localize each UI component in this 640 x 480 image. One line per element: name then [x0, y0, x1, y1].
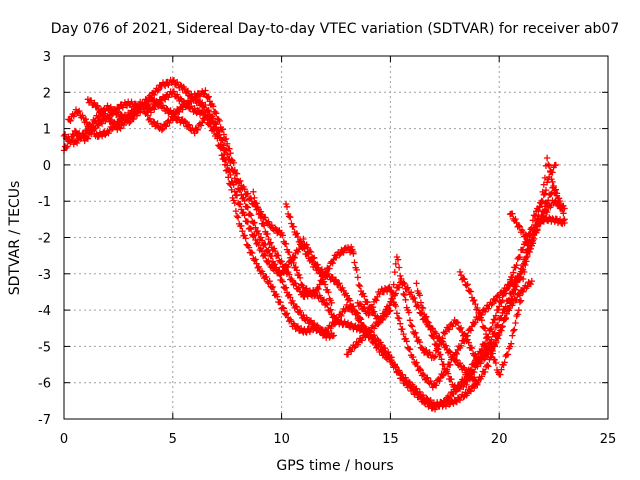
data-markers [84, 96, 368, 337]
series-track-9 [354, 273, 525, 391]
x-tick-label: 0 [60, 432, 68, 447]
y-tick-label: 3 [43, 50, 51, 65]
data-markers [354, 273, 525, 391]
series-track-2 [65, 76, 337, 341]
data-markers [456, 161, 559, 378]
x-tick-label: 15 [382, 432, 399, 447]
chart-title: Day 076 of 2021, Sidereal Day-to-day VTE… [51, 21, 620, 37]
data-series [60, 76, 568, 413]
grid [64, 56, 608, 419]
y-tick-label: -5 [38, 340, 51, 355]
y-tick-label: 2 [43, 86, 51, 101]
x-axis-label: GPS time / hours [276, 458, 393, 474]
data-markers [65, 76, 337, 341]
series-track-4 [84, 96, 368, 337]
series-track-12 [506, 154, 564, 249]
y-tick-label: -3 [38, 268, 51, 283]
data-markers [506, 154, 564, 249]
y-tick-label: -6 [38, 377, 51, 392]
y-axis-label: SDTVAR / TECUs [7, 181, 23, 296]
x-tick-label: 25 [600, 432, 617, 447]
x-tick-label: 5 [169, 432, 177, 447]
x-tick-label: 10 [273, 432, 290, 447]
x-tick-label: 20 [491, 432, 508, 447]
y-tick-label: -1 [38, 195, 51, 210]
y-tick-label: 1 [43, 123, 51, 138]
series-track-11 [456, 161, 559, 378]
y-tick-label: -2 [38, 232, 51, 247]
y-tick-label: 0 [43, 159, 51, 174]
y-tick-label: -4 [38, 304, 51, 319]
y-tick-label: -7 [38, 413, 51, 428]
